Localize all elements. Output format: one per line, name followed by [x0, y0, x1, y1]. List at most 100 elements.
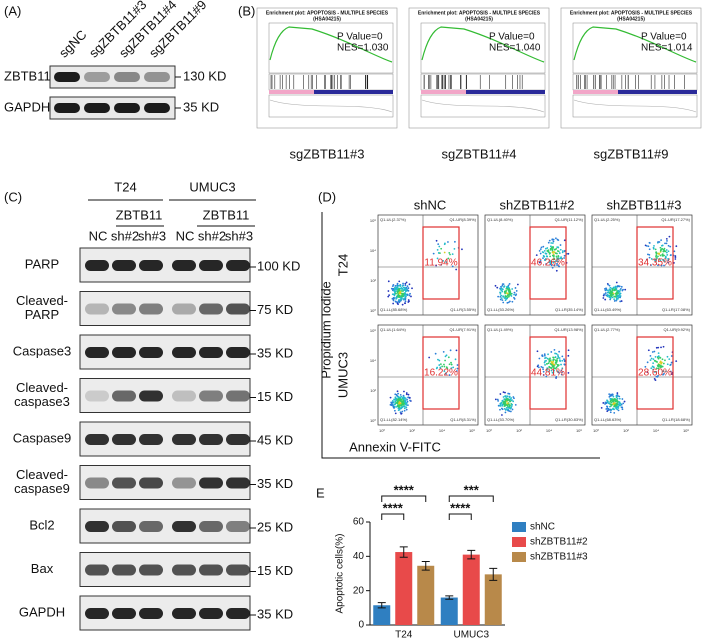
- flow-event: [395, 292, 397, 295]
- flow-event: [617, 285, 620, 288]
- flow-event: [511, 288, 514, 290]
- flow-event: [547, 250, 549, 253]
- y-tick-label: 60: [353, 517, 365, 528]
- flow-event: [652, 366, 655, 368]
- blot-band: [114, 103, 140, 113]
- flow-event: [666, 240, 668, 242]
- flow-event: [617, 294, 620, 297]
- flow-event: [450, 361, 452, 364]
- gsea-rank-blue: [466, 90, 545, 94]
- flow-event: [655, 258, 658, 260]
- flow-event: [444, 372, 447, 375]
- flow-event: [662, 259, 665, 262]
- flow-event: [499, 408, 501, 411]
- flow-event: [388, 294, 391, 297]
- x-tick-label: 10²: [516, 428, 522, 433]
- flow-event: [497, 400, 500, 402]
- flow-event: [445, 261, 448, 263]
- flow-event: [411, 287, 413, 290]
- flow-event: [612, 400, 615, 403]
- protein-label: caspase9: [14, 481, 70, 496]
- flow-event: [549, 357, 551, 360]
- flow-event: [450, 363, 453, 366]
- flow-event: [605, 294, 608, 297]
- flow-event: [538, 261, 541, 264]
- flow-event: [509, 410, 512, 413]
- flow-event: [443, 365, 446, 368]
- flow-event: [391, 293, 394, 296]
- flow-event: [552, 261, 555, 264]
- blot-band: [199, 260, 223, 271]
- flow-event: [552, 240, 555, 243]
- flow-event: [455, 268, 458, 271]
- bar: [484, 574, 502, 625]
- blot-band: [112, 564, 136, 576]
- quadrant-label: Q1-LR(8.31%): [450, 417, 476, 422]
- flow-event: [448, 251, 451, 254]
- flow-event: [659, 259, 662, 262]
- quadrant-label: Q1-LL(68.63%): [594, 417, 622, 422]
- flow-event: [556, 354, 559, 356]
- flow-event: [606, 410, 609, 413]
- flow-event: [437, 358, 439, 361]
- flow-event: [506, 395, 509, 398]
- error-bar: [399, 546, 408, 558]
- gate-percent: 34.35%: [638, 258, 672, 269]
- flow-event: [567, 252, 570, 255]
- flow-event: [401, 400, 404, 402]
- size-label: 35 KD: [257, 476, 293, 491]
- flow-event: [660, 239, 663, 242]
- flow-event: [542, 374, 545, 376]
- size-label: 35 KD: [257, 345, 293, 360]
- flow-event: [645, 258, 648, 261]
- flow-event: [396, 282, 399, 285]
- gsea-nes: NES=1.040: [489, 43, 541, 54]
- flow-event: [561, 251, 564, 254]
- flow-event: [655, 253, 658, 255]
- flow-event: [501, 284, 504, 287]
- flow-event: [439, 366, 442, 369]
- flow-event: [393, 296, 395, 299]
- blot-band: [226, 434, 250, 445]
- flow-event: [443, 251, 446, 254]
- flow-event: [397, 294, 399, 296]
- flow-event: [669, 370, 672, 373]
- legend-label: shNC: [530, 522, 555, 533]
- flow-event: [557, 364, 560, 367]
- flow-event: [393, 409, 396, 412]
- axis-label: Apoptotic cells(%): [335, 533, 346, 613]
- y-tick-label: 10⁴: [370, 358, 376, 363]
- flow-event: [391, 403, 394, 406]
- flow-event: [502, 391, 505, 394]
- blot-band: [172, 521, 196, 532]
- flow-event: [391, 285, 394, 288]
- flow-event: [663, 264, 665, 267]
- blot-band: [139, 477, 163, 489]
- flow-event: [612, 408, 615, 411]
- flow-event: [504, 401, 507, 404]
- flow-event: [650, 264, 652, 266]
- flow-event: [657, 264, 659, 267]
- flow-event: [611, 291, 614, 294]
- flow-event: [560, 369, 563, 372]
- flow-event: [659, 246, 662, 249]
- flow-event: [505, 287, 508, 290]
- flow-event: [657, 241, 660, 243]
- x-tick-label: 10⁴: [653, 428, 659, 433]
- flow-event: [618, 293, 621, 296]
- blot-band: [54, 72, 80, 82]
- flow-event: [607, 283, 610, 286]
- flow-event: [619, 296, 621, 299]
- blot-band: [139, 521, 163, 532]
- flow-event: [657, 352, 660, 354]
- blot-band: [226, 608, 250, 619]
- flow-event: [443, 243, 446, 246]
- flow-event: [405, 393, 408, 396]
- flow-event: [545, 252, 548, 255]
- x-tick-label: 10⁴: [439, 428, 445, 433]
- flow-event: [560, 373, 563, 376]
- flow-event: [614, 404, 617, 407]
- flow-event: [500, 289, 503, 292]
- flow-event: [400, 404, 403, 407]
- flow-event: [660, 366, 662, 369]
